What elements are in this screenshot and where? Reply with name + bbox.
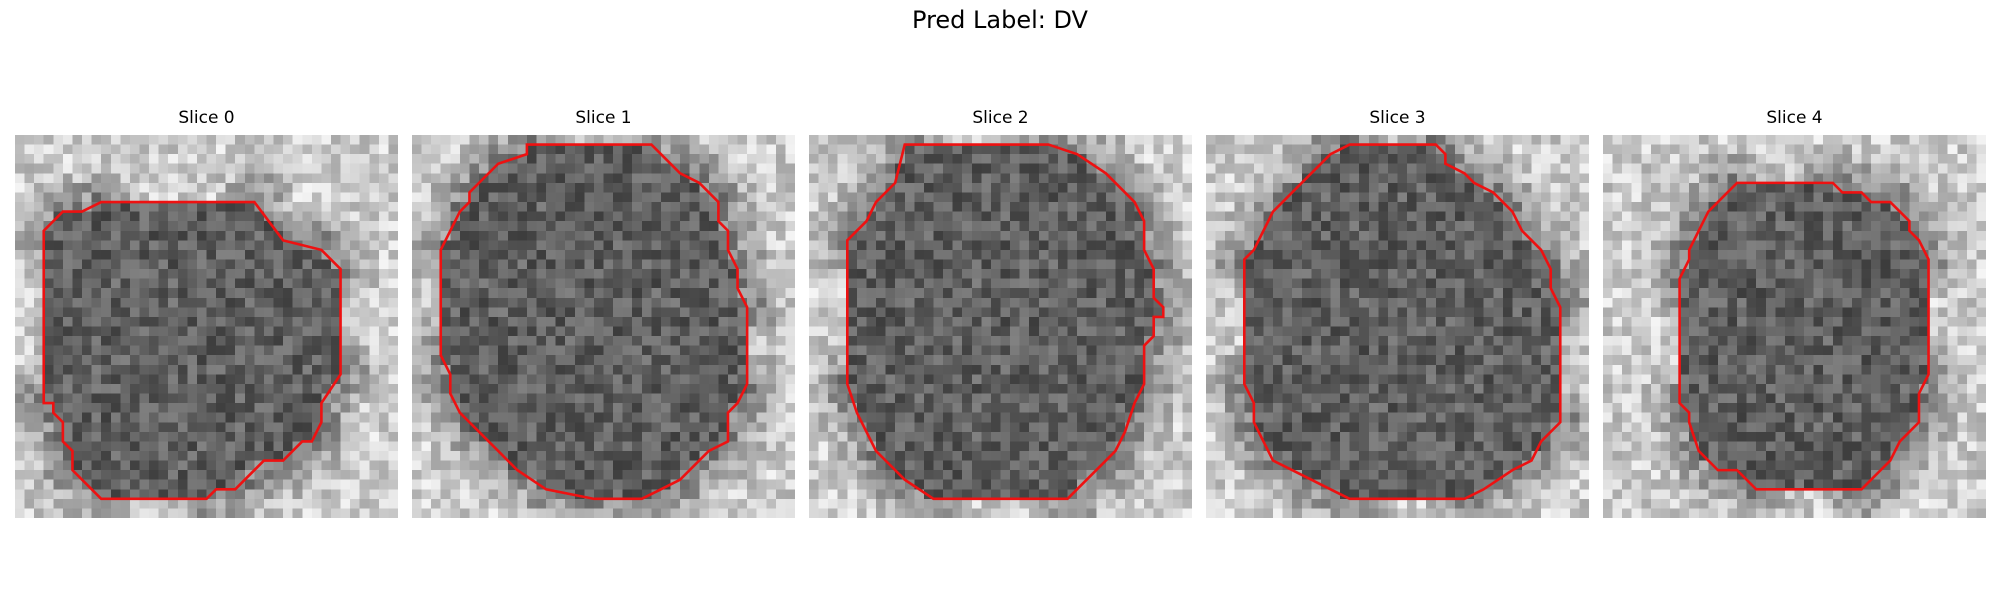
slice-title: Slice 4 (1766, 108, 1823, 128)
slice-panel-2: Slice 2 (809, 108, 1192, 527)
slice-title: Slice 0 (178, 108, 235, 128)
slice-panel-1: Slice 1 (412, 108, 795, 527)
slice-panel-3: Slice 3 (1206, 108, 1589, 527)
prediction-contour (847, 145, 1163, 499)
slice-title: Slice 2 (972, 108, 1029, 128)
slice-title: Slice 1 (575, 108, 632, 128)
prediction-contour (1680, 183, 1929, 489)
slice-image (809, 135, 1192, 518)
prediction-contour (441, 145, 747, 499)
slice-image (1206, 135, 1589, 518)
slice-image (412, 135, 795, 518)
slice-image (15, 135, 398, 518)
slice-image (1603, 135, 1986, 518)
figure-title: Pred Label: DV (912, 6, 1088, 34)
slice-panel-4: Slice 4 (1603, 108, 1986, 527)
slice-title: Slice 3 (1369, 108, 1426, 128)
prediction-contour (1244, 145, 1560, 499)
slice-panel-0: Slice 0 (15, 108, 398, 527)
prediction-contour (44, 202, 341, 499)
